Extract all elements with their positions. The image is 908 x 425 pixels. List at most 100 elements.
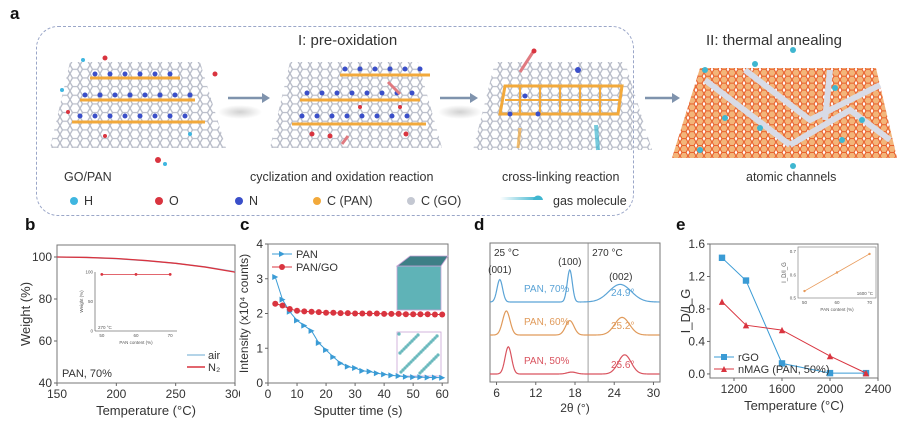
c-inset-porous-cube-speck bbox=[435, 334, 439, 338]
c-series-pan-go-point bbox=[294, 307, 301, 314]
c-series-pan-go-point bbox=[315, 309, 322, 316]
e-series-nmag-point bbox=[778, 326, 786, 334]
c-series-pan-go-point bbox=[388, 310, 395, 317]
c-series-pan-go-point bbox=[279, 302, 286, 309]
panel-label-d: d bbox=[474, 215, 485, 234]
c-y-tick-label: 2 bbox=[256, 307, 263, 321]
chart-c-sputter-intensity: 0 10 20 30 40 50 60 0 1 2 3 4 Sputter time (s) Intens… bbox=[237, 237, 449, 418]
d-region-label: 270 °C bbox=[592, 248, 623, 259]
c-series-pan-point bbox=[366, 368, 373, 375]
e-x-axis-label: Temperature (°C) bbox=[744, 398, 844, 413]
c-series-pan-go-point bbox=[308, 308, 315, 315]
d-trace-label: PAN, 50% bbox=[524, 356, 569, 367]
c-series-pan-go-point bbox=[410, 311, 417, 318]
c-inset-porous-cube-speck bbox=[410, 339, 414, 343]
c-inset-porous-cube-speck bbox=[433, 336, 437, 340]
d-peak-index-label: (100) bbox=[558, 257, 581, 268]
c-inset-porous-cube-speck bbox=[404, 345, 408, 349]
b-inset-y-tick-label: 100 bbox=[85, 270, 93, 275]
c-inset-porous-cube-speck bbox=[398, 351, 402, 355]
legend-n: N bbox=[235, 194, 258, 208]
c-series-pan-go-point bbox=[373, 310, 380, 317]
c-y-axis-label: Intensity (x10⁴ counts) bbox=[237, 254, 251, 373]
c-series-pan-point bbox=[294, 317, 301, 324]
c-series-pan-go-point bbox=[417, 311, 424, 318]
c-x-tick-label: 50 bbox=[406, 387, 420, 401]
c-inset-porous-cube-speck bbox=[429, 340, 433, 344]
chart-b-thermogravimetric: 150 200 250 300 40 60 80 100 Temperature (°C) Wei… bbox=[18, 244, 240, 418]
c-series-pan-point bbox=[410, 374, 417, 381]
e-x-tick-label: 1600 bbox=[769, 382, 796, 396]
c-inset-porous-cube-speck bbox=[416, 333, 420, 337]
d-x-axis-label: 2θ (°) bbox=[560, 401, 589, 415]
e-inset-y-tick-label: 0.5 bbox=[790, 296, 797, 301]
e-inset-point bbox=[835, 271, 839, 274]
b-inset-point bbox=[168, 272, 172, 276]
c-x-tick-label: 40 bbox=[377, 387, 391, 401]
e-inset-annotation: 1600 °C bbox=[857, 291, 874, 296]
e-series-nmag-point bbox=[718, 298, 726, 305]
b-legend-label: air bbox=[208, 350, 221, 362]
d-peak-position-label: 25.2° bbox=[611, 321, 634, 332]
c-inset-dense-cube-top bbox=[395, 255, 449, 267]
c-series-pan-go-point bbox=[431, 311, 438, 318]
c-series-pan-point bbox=[395, 373, 402, 380]
c-y-tick-label: 0 bbox=[256, 376, 263, 390]
d-trace-70 bbox=[489, 268, 660, 303]
o-atom-icon bbox=[155, 197, 163, 205]
plot-frame bbox=[709, 243, 879, 379]
c-inset-porous-cube-speck bbox=[424, 365, 428, 369]
c-inset-porous-cube-speck bbox=[401, 368, 405, 372]
c-series-pan-point bbox=[330, 353, 337, 360]
e-inset-x-tick-label: 60 bbox=[834, 300, 840, 305]
c-series-pan-point bbox=[323, 346, 330, 353]
b-inset-x-tick-label: 50 bbox=[99, 333, 105, 338]
c-y-tick-label: 1 bbox=[256, 341, 263, 355]
e-inset-point bbox=[868, 252, 871, 256]
b-series-air-line bbox=[56, 256, 236, 273]
d-x-tick-label: 12 bbox=[529, 386, 543, 400]
c-x-axis-label: Sputter time (s) bbox=[314, 403, 403, 418]
c-inset-porous-cube-speck bbox=[408, 341, 412, 345]
b-x-tick-label: 150 bbox=[47, 387, 67, 401]
b-y-axis-label: Weight (%) bbox=[18, 282, 33, 346]
b-inset-y-label: Weight (%) bbox=[79, 290, 84, 313]
c-inset-porous-cube-speck bbox=[426, 363, 430, 367]
e-series-rgo-point bbox=[778, 360, 786, 367]
c-inset-porous-cube-speck bbox=[417, 352, 421, 356]
e-series-rgo-point bbox=[718, 254, 726, 262]
c-series-pan-point bbox=[373, 370, 380, 377]
b-x-tick-label: 250 bbox=[166, 387, 186, 401]
c-series-pan-point bbox=[388, 372, 395, 379]
b-inset-x-label: PAN content (%) bbox=[119, 340, 153, 345]
c-inset-porous-cube-speck bbox=[399, 370, 403, 374]
c-inset-porous-cube-speck bbox=[430, 359, 434, 363]
c-series-pan-point bbox=[424, 374, 431, 381]
e-inset-y-label: I_D/I_G bbox=[782, 262, 788, 283]
c-series-pan-point bbox=[337, 360, 344, 367]
b-inset-x-tick-label: 60 bbox=[133, 333, 139, 338]
c-y-tick-label: 4 bbox=[256, 237, 263, 251]
c-series-pan-point bbox=[272, 274, 279, 281]
e-legend-marker bbox=[721, 366, 727, 372]
b-x-axis-label: Temperature (°C) bbox=[96, 403, 196, 418]
c-legend-marker bbox=[279, 264, 285, 270]
c-series-pan-go-point bbox=[366, 310, 373, 317]
c-series-pan-go-point bbox=[395, 310, 402, 317]
caption-cyclization: cyclization and oxidation reaction bbox=[250, 170, 434, 184]
panel-label-a: a bbox=[10, 4, 20, 23]
c-inset-porous-cube-speck bbox=[434, 355, 438, 359]
legend-gas-molecule-icon bbox=[500, 195, 543, 200]
e-inset-x-label: PAN content (%) bbox=[820, 307, 854, 312]
stage-1-title: I: pre-oxidation bbox=[298, 32, 398, 49]
e-y-tick-label: 0.0 bbox=[688, 367, 705, 381]
c-inset-porous-cube-speck bbox=[418, 371, 422, 375]
schematic-illustrations bbox=[50, 47, 897, 200]
c-inset-porous-cube-speck bbox=[411, 358, 415, 362]
c-series-pan-go-point bbox=[359, 310, 366, 317]
b-legend-label: N₂ bbox=[208, 362, 220, 374]
c-inset-porous-cube-speck bbox=[413, 356, 417, 360]
c-series-pan-go-point bbox=[424, 311, 431, 318]
c-series-pan-go-point bbox=[286, 305, 293, 312]
b-inset-x-tick-label: 70 bbox=[168, 333, 174, 338]
